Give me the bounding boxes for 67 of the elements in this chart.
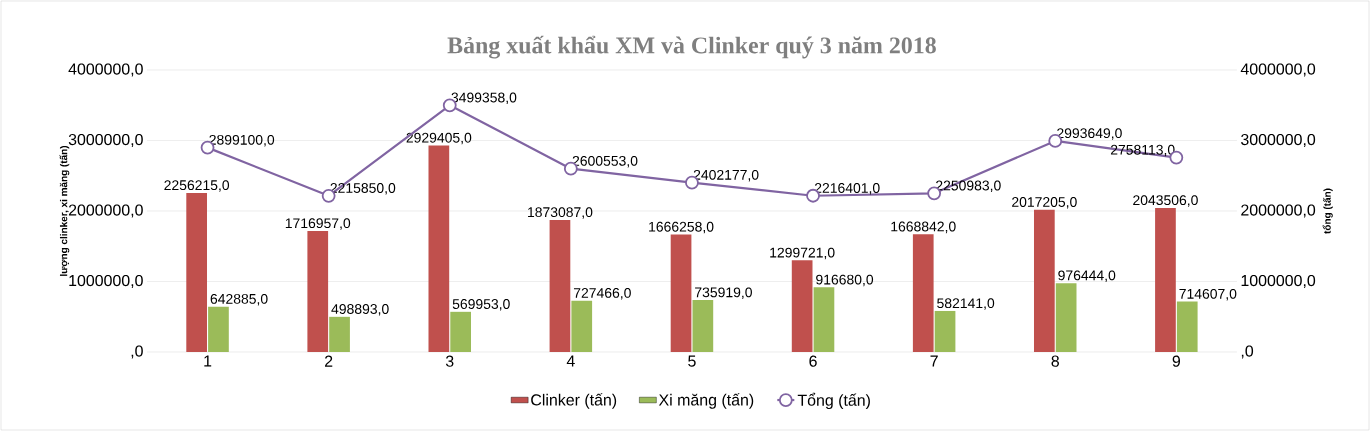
data-label: 916680,0 bbox=[816, 274, 874, 287]
y-tick-label: ,0 bbox=[131, 345, 143, 359]
x-tick-label: 3 bbox=[445, 355, 454, 367]
bar bbox=[450, 311, 471, 352]
data-label: 1668842,0 bbox=[891, 221, 956, 234]
y-axis-title: lượng clinker, xi măng (tấn) bbox=[59, 145, 70, 276]
legend-label: Xi măng (tấn) bbox=[658, 393, 754, 409]
data-label: 2899100,0 bbox=[209, 134, 275, 147]
bar bbox=[549, 219, 571, 352]
chart-title: Bảng xuất khẩu XM và Clinker quý 3 năm 2018 bbox=[447, 35, 936, 59]
data-label: 2402177,0 bbox=[693, 169, 759, 182]
y2-axis-title: tổng (tấn) bbox=[1322, 188, 1333, 234]
data-label: 1666258,0 bbox=[649, 221, 714, 234]
y-tick-label: 3000000,0 bbox=[68, 133, 143, 148]
y-tick-label: 1000000,0 bbox=[69, 274, 143, 289]
data-label: 2929405,0 bbox=[406, 132, 472, 145]
bar bbox=[1055, 283, 1077, 352]
x-tick-label: 7 bbox=[930, 355, 938, 367]
bar bbox=[791, 260, 813, 352]
y-tick-label: 4000000,0 bbox=[68, 63, 143, 77]
data-label: 735919,0 bbox=[695, 287, 752, 299]
data-label: 498893,0 bbox=[331, 304, 389, 316]
data-label: 727466,0 bbox=[573, 287, 631, 300]
bar bbox=[428, 145, 450, 352]
legend-label: Tổng (tấn) bbox=[797, 392, 870, 410]
data-label: 2600553,0 bbox=[572, 155, 638, 168]
data-label: 2216401,0 bbox=[814, 183, 880, 195]
bar bbox=[329, 316, 350, 352]
bar bbox=[571, 300, 593, 352]
data-label: 3499358,0 bbox=[451, 92, 517, 105]
bar bbox=[670, 234, 692, 352]
data-label: 1716957,0 bbox=[285, 218, 351, 230]
bar bbox=[1155, 207, 1176, 352]
x-tick-label: 4 bbox=[566, 355, 575, 367]
x-tick-label: 5 bbox=[688, 355, 696, 367]
bar bbox=[1033, 209, 1055, 352]
bar bbox=[692, 300, 714, 352]
bar bbox=[186, 192, 207, 352]
bar bbox=[813, 287, 835, 352]
y2-tick-label: 4000000,0 bbox=[1240, 63, 1316, 77]
bar bbox=[912, 234, 934, 352]
data-label: 2017205,0 bbox=[1012, 197, 1077, 209]
data-label: 714607,0 bbox=[1179, 288, 1237, 301]
x-tick-label: 2 bbox=[325, 355, 333, 367]
data-label: 1873087,0 bbox=[528, 207, 593, 219]
y2-tick-label: 1000000,0 bbox=[1241, 274, 1316, 289]
y2-tick-label: 3000000,0 bbox=[1241, 133, 1316, 148]
x-tick-label: 8 bbox=[1051, 355, 1059, 367]
legend-label: Clinker (tấn) bbox=[531, 393, 617, 409]
x-tick-label: 6 bbox=[809, 355, 817, 367]
bar bbox=[934, 310, 956, 352]
data-label: 1299721,0 bbox=[770, 247, 835, 260]
y2-tick-label: 2000000,0 bbox=[1241, 204, 1316, 218]
bar bbox=[208, 306, 229, 352]
x-tick-label: 1 bbox=[204, 355, 212, 367]
data-label: 2256215,0 bbox=[164, 180, 230, 192]
data-label: 2043506,0 bbox=[1133, 195, 1198, 207]
data-label: 2993649,0 bbox=[1057, 128, 1122, 140]
data-label: 976444,0 bbox=[1058, 270, 1116, 282]
data-label: 582141,0 bbox=[937, 298, 995, 310]
bar bbox=[1176, 301, 1198, 352]
bar bbox=[307, 230, 329, 352]
y-tick-label: 2000000,0 bbox=[68, 204, 143, 218]
y2-tick-label: ,0 bbox=[1241, 345, 1254, 359]
data-label: 642885,0 bbox=[210, 293, 268, 306]
x-tick-label: 9 bbox=[1172, 355, 1181, 367]
data-label: 569953,0 bbox=[452, 299, 510, 311]
